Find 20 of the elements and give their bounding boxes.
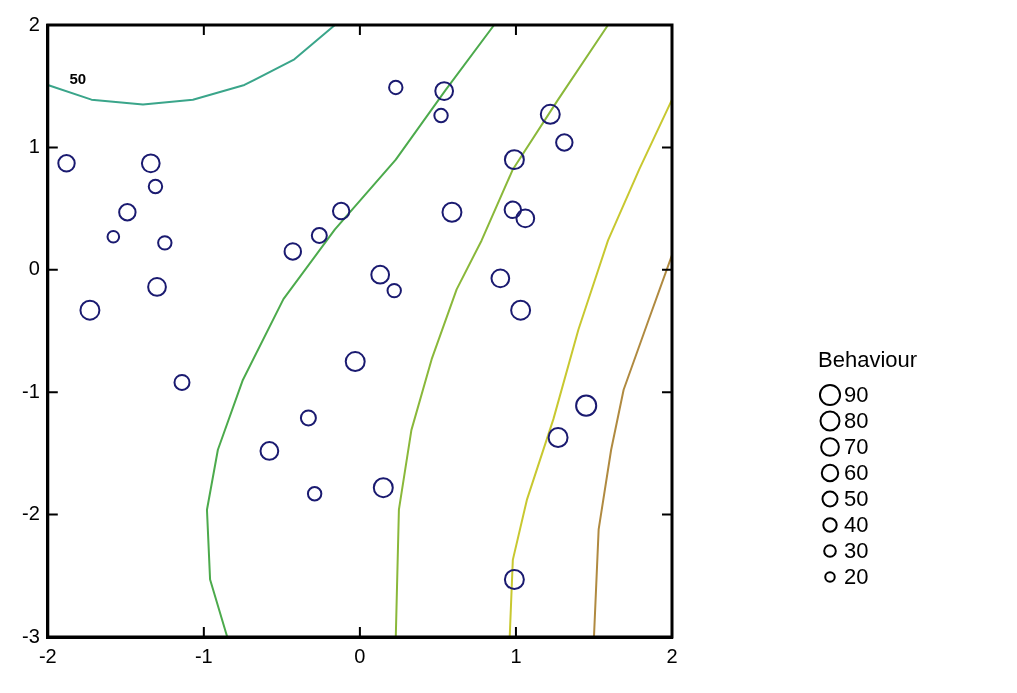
x-tick-label: -1	[194, 644, 213, 667]
legend-label: 20	[844, 564, 869, 590]
y-tick-label: 0	[28, 257, 40, 280]
x-tick-label: 2	[666, 644, 678, 667]
legend-label: 60	[844, 460, 869, 486]
x-tick-label: 1	[510, 644, 522, 667]
legend-label: 80	[844, 408, 869, 434]
y-tick-label: -1	[21, 379, 40, 402]
legend-label: 30	[844, 538, 869, 564]
annotation: 50	[69, 70, 87, 88]
legend-title: Behaviour	[818, 347, 918, 373]
y-tick-label: 2	[28, 12, 40, 35]
y-tick-label: -3	[21, 624, 40, 647]
legend-label: 50	[844, 486, 869, 512]
legend-label: 70	[844, 434, 869, 460]
x-tick-label: 0	[354, 644, 366, 667]
legend-label: 40	[844, 512, 869, 538]
legend-label: 90	[844, 382, 869, 408]
y-tick-label: -2	[21, 502, 40, 525]
y-tick-label: 1	[28, 134, 40, 157]
